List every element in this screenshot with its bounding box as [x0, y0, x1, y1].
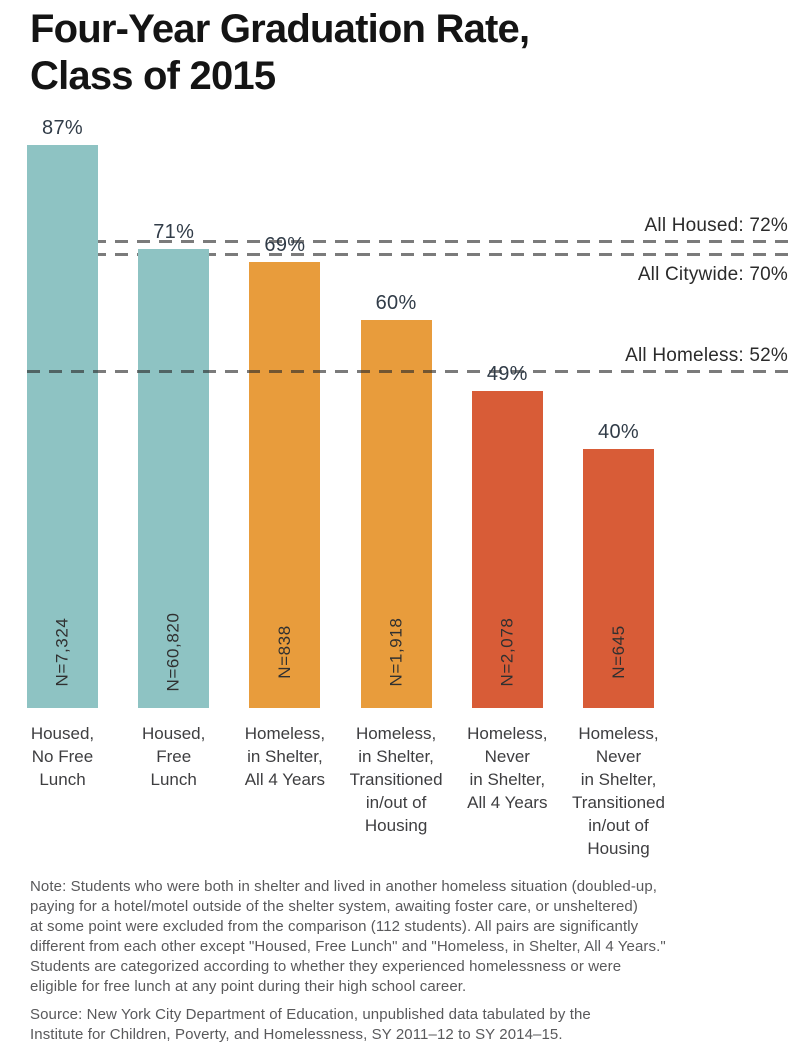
bar	[583, 449, 654, 708]
reference-line-label: All Homeless: 52%	[625, 344, 788, 366]
bar-n-count-text: N=7,324	[52, 617, 72, 687]
bar-n-count: N=7,324	[27, 596, 98, 708]
category-label: Housed, Free Lunch	[142, 724, 206, 789]
bar-n-count-text: N=838	[274, 625, 294, 679]
bar-n-count-text: N=60,820	[163, 612, 183, 692]
reference-line-52	[27, 369, 788, 373]
reference-line-label: All Housed: 72%	[644, 215, 788, 237]
source-text: Source: New York City Department of Educ…	[30, 1006, 591, 1043]
bar-value-label: 49%	[486, 362, 528, 385]
bar-value-label: 71%	[153, 220, 195, 243]
bar	[249, 262, 321, 708]
note-text: Note: Students who were both in shelter …	[30, 878, 666, 995]
reference-line-72	[27, 240, 788, 244]
category-label: Homeless, in Shelter, Transitioned in/ou…	[349, 724, 443, 835]
category-axis-labels: Housed, No Free Lunch Housed, Free Lunch H…	[27, 722, 788, 872]
bar-n-count: N=645	[583, 596, 654, 708]
category-label: Homeless, in Shelter, All 4 Years	[244, 724, 326, 789]
reference-line-label: All Citywide: 70%	[637, 264, 788, 286]
bar-value-label: 40%	[598, 421, 639, 444]
category-label: Housed, No Free Lunch	[30, 724, 95, 789]
bar-n-count-text: N=645	[608, 625, 628, 679]
category-label: Homeless, Never in Shelter, Transitioned…	[572, 724, 665, 858]
reference-line-70	[27, 253, 788, 257]
bar-chart-plot-area: All Housed: 72% All Citywide: 70% All Home…	[27, 117, 788, 708]
chart-title: Four-Year Graduation Rate, Class of 2015	[30, 7, 530, 98]
bar-n-count: N=1,918	[361, 596, 432, 708]
bar-n-count-text: N=2,078	[497, 617, 517, 687]
bar-value-label: 87%	[42, 117, 83, 140]
bar-value-label: 60%	[375, 291, 417, 314]
bar-n-count: N=2,078	[472, 596, 543, 708]
bar-n-count: N=838	[249, 596, 320, 708]
bar-n-count: N=60,820	[138, 596, 209, 708]
bar	[471, 391, 543, 708]
category-label: Homeless, Never in Shelter, All 4 Years	[467, 724, 548, 812]
bar-value-label: 69%	[264, 233, 306, 256]
bar	[27, 145, 98, 708]
bar-n-count-text: N=1,918	[386, 617, 406, 687]
bar	[360, 320, 432, 708]
bar	[138, 249, 210, 708]
